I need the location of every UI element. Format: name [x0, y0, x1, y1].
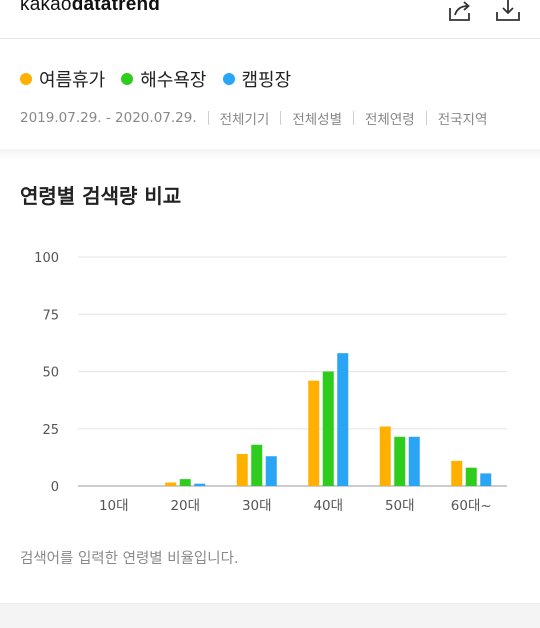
age-filter[interactable]: 전체연령 [365, 112, 415, 128]
bar-여름휴가-50대 [379, 426, 391, 486]
bar-해수욕장-20대 [179, 479, 191, 486]
legend-label: 여름휴가 [39, 70, 106, 91]
bottom-section [0, 603, 540, 628]
legend-label: 캠핑장 [241, 70, 292, 91]
bar-여름휴가-60대~ [451, 460, 463, 486]
bar-해수욕장-50대 [394, 436, 406, 486]
gender-filter[interactable]: 전체성별 [292, 112, 343, 128]
logo-bold: datatrend [71, 0, 161, 15]
legend-item-캠핑장[interactable]: 캠핑장 [222, 66, 292, 92]
x-tick-label: 40대 [313, 498, 343, 514]
x-tick-label: 20대 [170, 498, 200, 514]
x-tick-label: 10대 [99, 498, 129, 514]
divider [425, 111, 427, 125]
download-icon[interactable] [494, 0, 524, 22]
legend: 여름휴가 해수욕장 캠핑장 [20, 66, 307, 92]
legend-dot-icon [20, 73, 32, 85]
bar-해수욕장-30대 [251, 444, 263, 486]
legend-label: 해수욕장 [140, 70, 207, 91]
x-tick-label: 30대 [242, 498, 272, 514]
bar-캠핑장-50대 [408, 436, 420, 486]
chart-caption: 검색어를 입력한 연령별 비율입니다. [20, 551, 239, 567]
bar-캠핑장-20대 [194, 483, 206, 486]
legend-item-여름휴가[interactable]: 여름휴가 [20, 66, 105, 92]
share-icon[interactable] [447, 0, 477, 22]
bar-여름휴가-40대 [308, 380, 320, 486]
top-bar: kakaodatatrend [0, 0, 540, 39]
period-filter[interactable]: 2019.07.29. - 2020.07.29. [20, 110, 197, 126]
legend-item-해수욕장[interactable]: 해수욕장 [121, 66, 207, 92]
kakao-datatrend-logo[interactable]: kakaodatatrend [20, 0, 160, 16]
x-tick-label: 60대~ [451, 498, 492, 514]
legend-dot-icon [121, 73, 134, 85]
divider [280, 111, 282, 125]
divider [207, 111, 209, 125]
filter-summary: 2019.07.29. - 2020.07.29. 전체기기 전체성별 전체연령… [20, 108, 487, 128]
section-divider [0, 149, 540, 159]
y-tick-label: 50 [42, 366, 59, 381]
divider [353, 111, 355, 125]
section-title: 연령별 검색량 비교 [20, 184, 182, 208]
y-tick-label: 100 [34, 251, 59, 266]
device-filter[interactable]: 전체기기 [219, 112, 270, 128]
bar-캠핑장-60대~ [480, 473, 492, 486]
logo-prefix: kakao [20, 0, 72, 15]
bar-여름휴가-20대 [165, 482, 177, 486]
region-filter[interactable]: 전국지역 [437, 112, 488, 128]
x-tick-label: 50대 [385, 498, 415, 514]
bar-캠핑장-30대 [265, 456, 277, 486]
legend-dot-icon [222, 73, 235, 85]
bar-해수욕장-60대~ [465, 467, 477, 486]
bar-해수욕장-40대 [322, 371, 334, 486]
bar-캠핑장-40대 [337, 353, 349, 486]
age-bar-chart: 0 25 50 75 100 10대 20대 30대 40대 50대 60대~ [34, 251, 507, 514]
bar-여름휴가-30대 [236, 453, 248, 486]
filter-panel [0, 39, 540, 149]
y-tick-label: 25 [42, 423, 59, 438]
y-tick-label: 0 [51, 480, 59, 495]
y-tick-label: 75 [42, 308, 59, 323]
